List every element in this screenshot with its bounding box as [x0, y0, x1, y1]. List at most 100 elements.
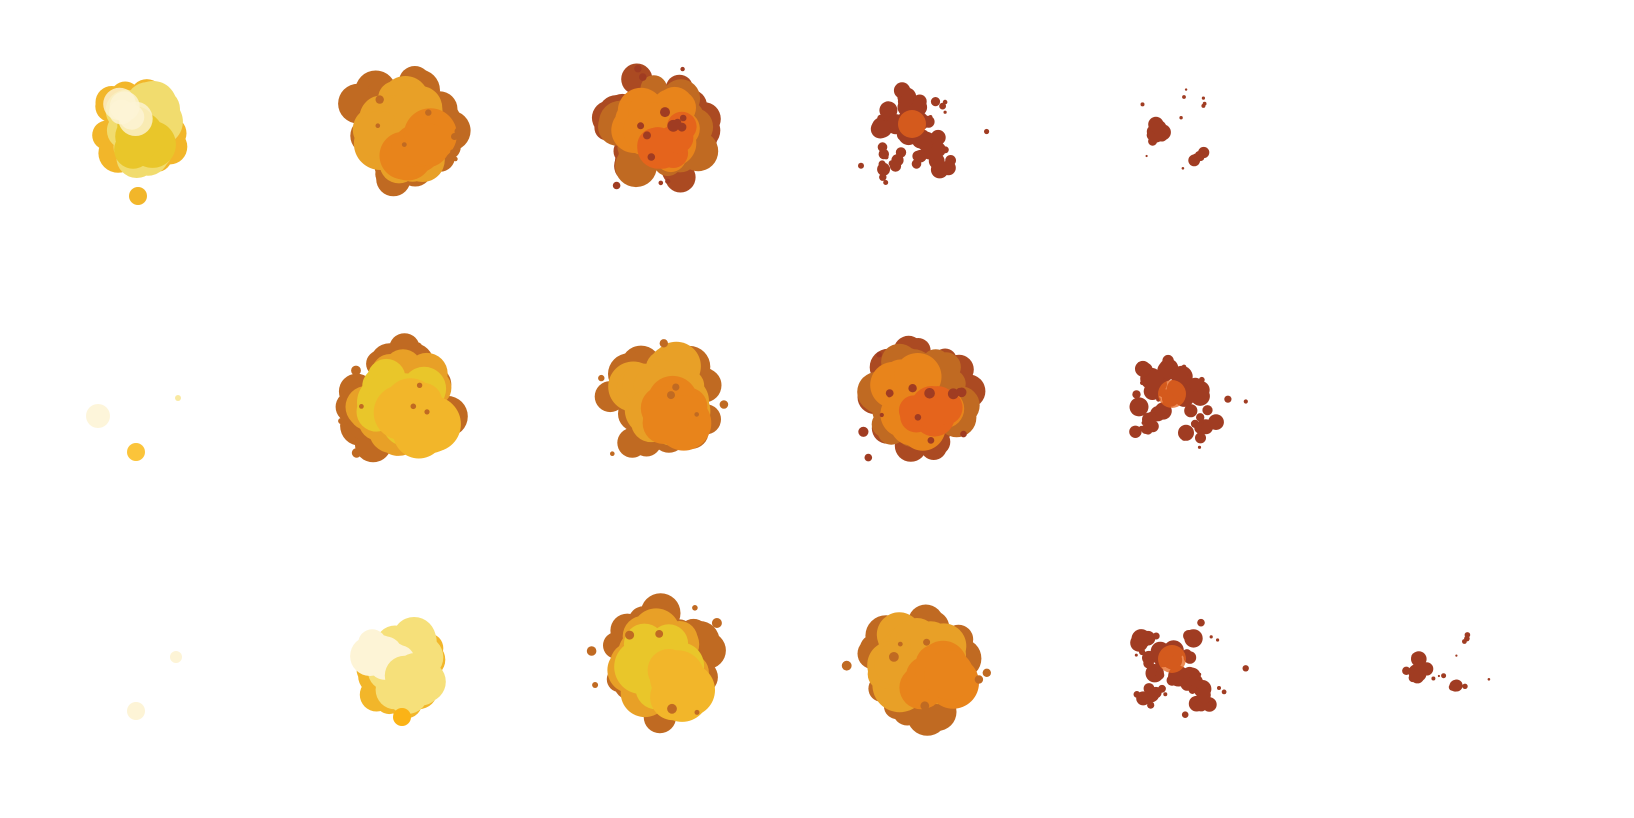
debris-speck: [931, 145, 937, 151]
debris-speck: [1140, 380, 1145, 385]
falling-ember: [393, 708, 411, 726]
debris-speck: [711, 618, 722, 628]
debris-speck: [1198, 376, 1205, 383]
debris-speck: [667, 119, 680, 132]
debris-speck: [906, 137, 913, 144]
debris-speck: [1441, 673, 1447, 679]
debris-speck: [694, 709, 700, 715]
debris-speck: [643, 131, 651, 140]
debris-speck: [453, 156, 458, 162]
sprite-frame-r1-c0: [86, 395, 181, 461]
debris-speck: [410, 403, 417, 410]
sprite-frame-r0-c4: [1140, 88, 1210, 170]
debris-speck: [1134, 653, 1138, 657]
debris-speck: [586, 646, 597, 656]
debris-speck: [897, 641, 903, 647]
debris-speck: [928, 115, 933, 119]
debris-speck: [943, 110, 947, 114]
debris-speck: [1243, 399, 1248, 404]
debris-cluster: [1183, 651, 1197, 664]
smoke-puff: [643, 396, 690, 443]
debris-cluster: [1451, 681, 1461, 691]
debris-speck: [956, 387, 967, 398]
debris-speck: [659, 339, 668, 348]
debris-cluster: [1462, 639, 1467, 644]
debris-speck: [974, 675, 984, 684]
debris-speck: [883, 180, 889, 185]
debris-speck: [658, 180, 664, 186]
debris-cluster: [1462, 683, 1468, 689]
debris-speck: [672, 383, 680, 391]
debris-speck: [375, 123, 381, 128]
debris-cluster: [1146, 667, 1157, 678]
smoke-puff: [649, 650, 705, 705]
debris-speck: [1217, 686, 1221, 690]
debris-speck: [920, 701, 930, 711]
debris-speck: [351, 365, 361, 376]
debris-speck: [359, 404, 364, 409]
debris-speck: [885, 389, 894, 397]
debris-speck: [451, 133, 458, 140]
debris-speck: [351, 448, 362, 458]
debris-speck: [1187, 372, 1193, 378]
sprite-frame-r2-c3: [841, 604, 991, 736]
ember-glow: [1158, 645, 1186, 673]
debris-speck: [1209, 635, 1213, 639]
debris-speck: [1198, 419, 1204, 426]
debris-cluster: [1141, 424, 1151, 435]
debris-speck: [1184, 88, 1188, 91]
debris-speck: [1143, 693, 1148, 698]
debris-speck: [879, 173, 887, 181]
debris-speck: [1185, 636, 1193, 645]
debris-cluster: [1143, 658, 1154, 669]
debris-cluster: [1195, 432, 1206, 444]
debris-speck: [1139, 648, 1146, 656]
debris-cluster: [930, 129, 946, 146]
debris-speck: [877, 114, 885, 122]
debris-speck: [1224, 395, 1232, 403]
debris-speck: [1141, 420, 1146, 425]
debris-speck: [864, 453, 873, 462]
debris-cluster: [878, 160, 886, 168]
debris-speck: [947, 388, 959, 400]
sprite-frame-r1-c4: [1129, 354, 1248, 449]
debris-cluster: [1189, 684, 1197, 693]
sprite-frame-r2-c2: [586, 593, 726, 734]
debris-speck: [665, 178, 671, 184]
debris-speck: [1419, 659, 1424, 664]
debris-speck: [1152, 632, 1160, 640]
debris-cluster: [1129, 425, 1142, 438]
debris-speck: [450, 149, 455, 154]
falling-ember: [127, 702, 145, 720]
debris-cluster: [1132, 390, 1141, 399]
debris-speck: [667, 703, 677, 714]
debris-cluster: [1192, 153, 1198, 158]
debris-speck: [647, 153, 656, 161]
debris-speck: [939, 102, 946, 110]
debris-speck: [338, 418, 345, 424]
sprite-frame-r0-c2: [591, 63, 721, 193]
debris-cluster: [1199, 692, 1211, 704]
debris-speck: [612, 181, 621, 190]
debris-speck: [924, 388, 935, 399]
faint-puff: [170, 651, 182, 663]
debris-speck: [1145, 154, 1148, 158]
debris-speck: [1181, 436, 1187, 441]
debris-cluster: [1187, 406, 1197, 417]
debris-speck: [627, 350, 636, 360]
debris-cluster: [1136, 691, 1151, 706]
debris-speck: [625, 630, 635, 640]
faint-puff: [86, 404, 110, 428]
debris-speck: [1242, 665, 1249, 672]
debris-speck: [1181, 364, 1187, 370]
smoke-puff: [924, 650, 974, 700]
debris-cluster: [1147, 690, 1159, 702]
debris-speck: [1197, 618, 1205, 627]
debris-speck: [913, 97, 919, 102]
debris-speck: [927, 437, 935, 444]
debris-cluster: [1154, 124, 1171, 141]
frame-grid: [86, 63, 1491, 736]
debris-speck: [639, 73, 647, 81]
debris-speck: [1487, 678, 1491, 681]
